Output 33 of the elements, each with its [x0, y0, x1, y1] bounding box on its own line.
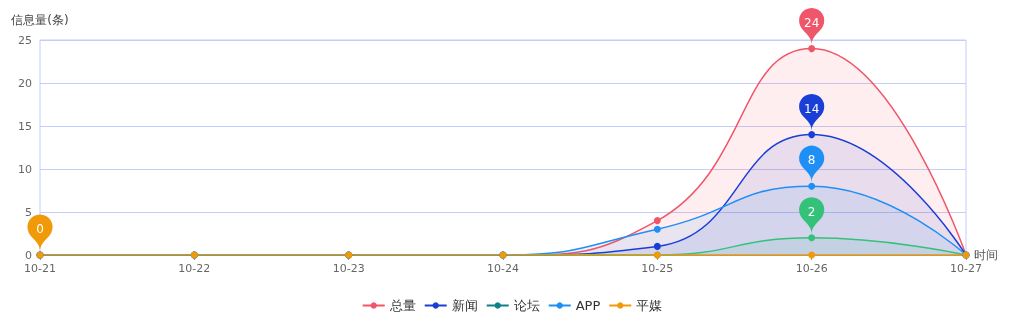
legend-label: APP	[575, 298, 601, 313]
y-tick-label: 20	[18, 76, 32, 90]
data-label: 8	[807, 153, 816, 168]
legend-label: 新闻	[451, 298, 478, 313]
point	[653, 242, 661, 250]
data-label: 14	[804, 101, 820, 116]
point	[808, 45, 816, 53]
data-label: 2	[807, 204, 816, 219]
data-label: 0	[36, 222, 44, 237]
x-axis-title: 时间	[974, 248, 998, 262]
y-tick-label: 10	[18, 162, 32, 176]
y-tick-label: 15	[18, 119, 32, 133]
legend-label: 总量	[388, 298, 416, 313]
y-tick-label: 0	[25, 248, 32, 262]
x-tick-label: 10-24	[487, 262, 519, 275]
legend-label: 平媒	[636, 298, 663, 313]
x-tick-label: 10-26	[795, 262, 828, 275]
data-label: 24	[804, 15, 820, 30]
x-tick-label: 10-21	[24, 262, 56, 275]
point	[653, 217, 661, 225]
point	[808, 234, 816, 242]
point	[808, 131, 816, 139]
y-tick-label: 25	[18, 33, 32, 47]
y-tick-label: 5	[25, 205, 32, 219]
legend-label: 论坛	[513, 298, 540, 313]
x-tick-label: 10-23	[332, 262, 365, 275]
x-tick-label: 10-25	[641, 262, 674, 275]
x-tick-label: 10-22	[178, 262, 211, 275]
y-axis-title: 信息量(条)	[11, 13, 69, 27]
x-tick-label: 10-27	[950, 262, 982, 275]
point	[653, 225, 661, 233]
point	[808, 182, 816, 190]
point	[808, 251, 816, 259]
